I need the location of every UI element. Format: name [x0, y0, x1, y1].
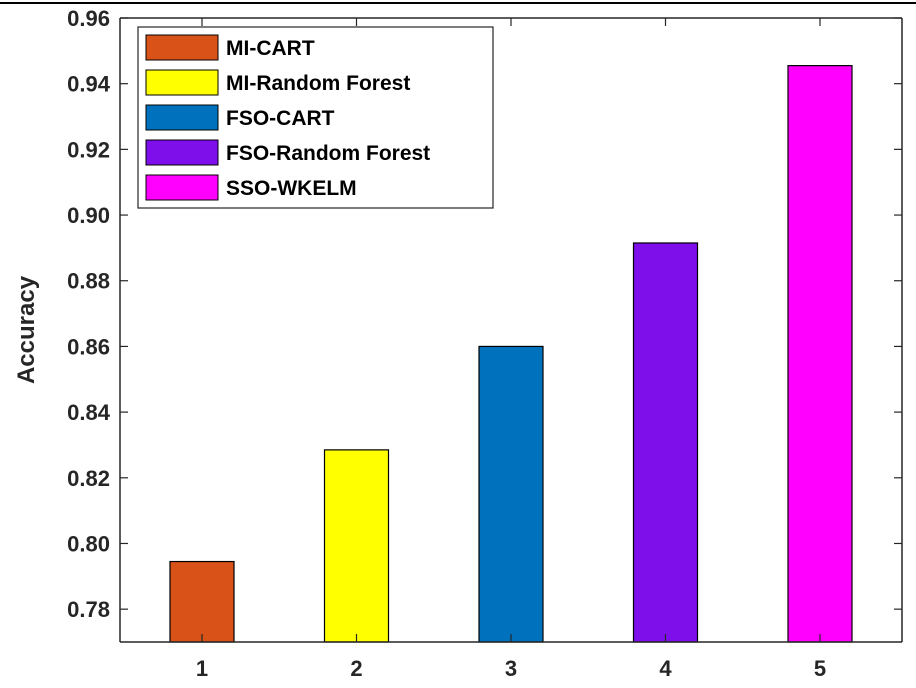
y-tick-label: 0.78 — [67, 597, 110, 622]
x-tick-label: 1 — [196, 656, 208, 681]
x-tick-label: 2 — [350, 656, 362, 681]
y-tick-label: 0.82 — [67, 466, 110, 491]
x-tick-label: 4 — [659, 656, 672, 681]
y-tick-label: 0.96 — [67, 6, 110, 31]
x-tick-label: 3 — [505, 656, 517, 681]
y-axis-title: Accuracy — [13, 275, 40, 384]
legend-swatch — [145, 139, 219, 166]
y-tick-label: 0.94 — [67, 72, 111, 97]
bar-3 — [478, 345, 544, 643]
y-tick-label: 0.88 — [67, 269, 110, 294]
y-tick-label: 0.86 — [67, 334, 110, 359]
legend-label: FSO-CART — [226, 107, 335, 130]
bar-2 — [323, 449, 390, 643]
bars-group — [169, 65, 853, 643]
bar-4 — [632, 242, 699, 643]
legend-swatch — [145, 174, 219, 201]
bar-1 — [169, 560, 235, 643]
legend-swatch — [145, 104, 219, 131]
legend-label: FSO-Random Forest — [226, 142, 430, 165]
x-tick-label: 5 — [814, 656, 826, 681]
legend-label: MI-Random Forest — [226, 72, 410, 95]
y-tick-label: 0.80 — [67, 531, 110, 556]
legend: MI-CART MI-Random Forest FSO-CART FSO-Rando… — [137, 26, 494, 209]
legend-label: MI-CART — [226, 37, 315, 60]
legend-swatch — [145, 69, 219, 96]
legend-label: SSO-WKELM — [226, 177, 357, 200]
x-axis-ticks: 1 2 3 4 5 — [196, 18, 826, 681]
y-tick-label: 0.90 — [67, 203, 110, 228]
y-tick-label: 0.84 — [67, 400, 111, 425]
y-axis-ticks: 0.78 0.80 0.82 0.84 0.86 0.88 0.90 0.92 0.94 0.96 — [67, 6, 902, 622]
y-tick-label: 0.92 — [67, 137, 110, 162]
bar-5 — [787, 65, 853, 643]
legend-swatch — [145, 34, 219, 61]
